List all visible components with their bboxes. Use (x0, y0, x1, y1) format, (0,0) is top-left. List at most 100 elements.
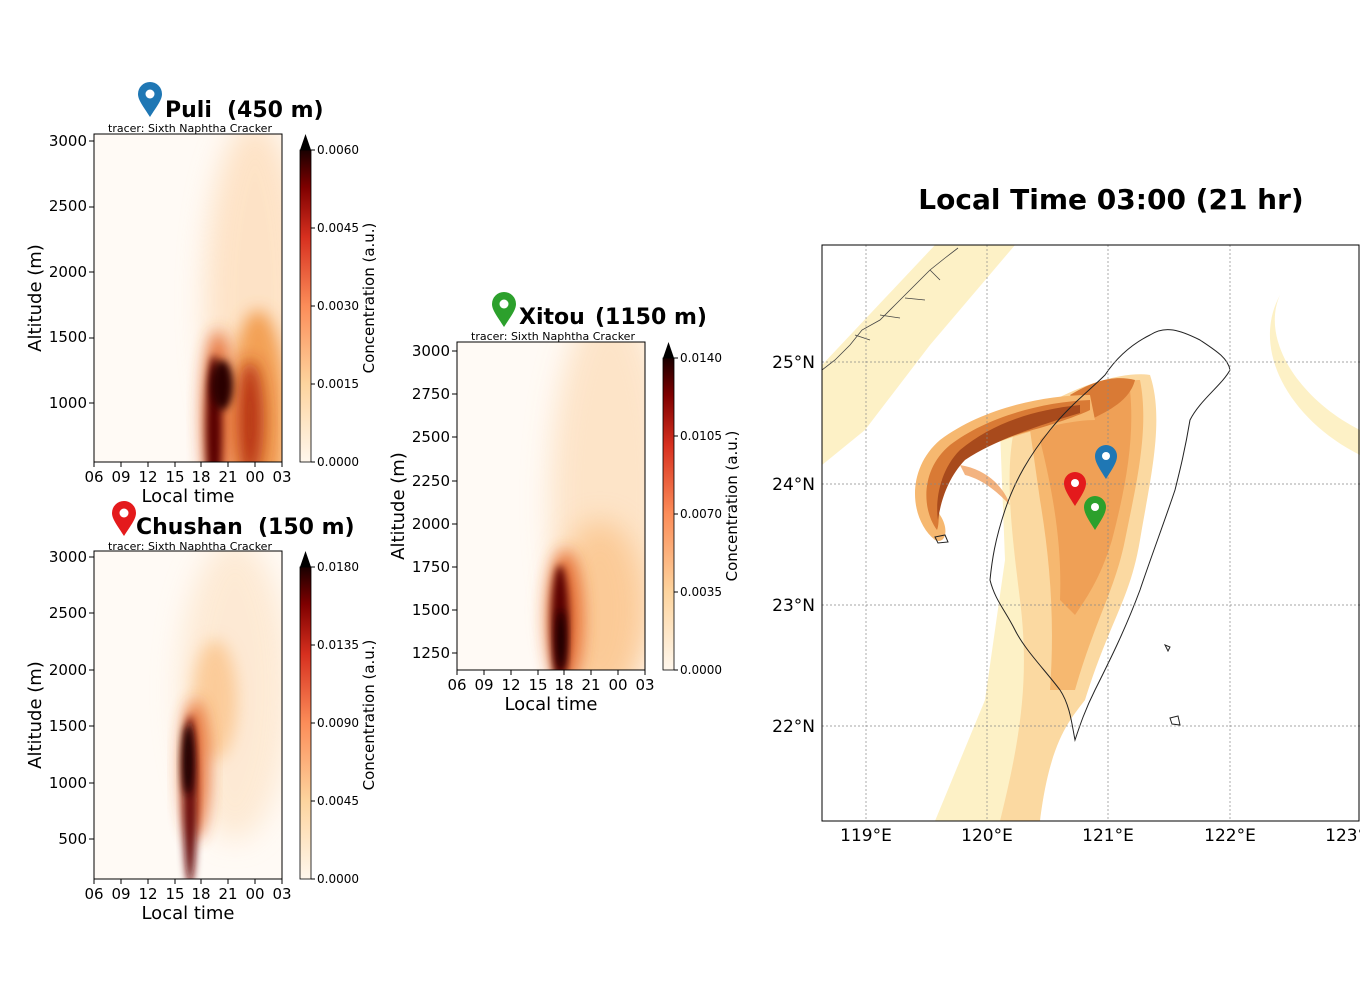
y-tick-label: 3000 (49, 132, 87, 150)
y-tick-label: 2500 (49, 604, 87, 622)
x-tick-label: 00 (245, 468, 264, 486)
colorbar-tick-label: 0.0000 (317, 455, 359, 469)
x-tick-label: 15 (165, 468, 184, 486)
y-tick-label: 1500 (412, 601, 450, 619)
concentration-field (180, 551, 282, 879)
colorbar-label: Concentration (a.u.) (360, 223, 378, 374)
y-ticks (89, 556, 94, 840)
island-outlines (934, 534, 1181, 726)
panel-title-site: Puli (165, 98, 212, 123)
map-panel: Local Time 03:00 (21 hr) (772, 183, 1360, 846)
map-pin-icon (112, 501, 136, 536)
lon-tick-label: 119°E (840, 826, 892, 846)
y-tick-label: 3000 (49, 548, 87, 566)
y-tick-label: 2000 (49, 263, 87, 281)
y-tick-labels: 1000 1500 2000 2500 3000 (49, 132, 87, 412)
colorbar: 0.0000 0.0035 0.0070 0.0105 0.0140 Conce… (662, 342, 741, 677)
y-tick-label: 2500 (49, 197, 87, 215)
colorbar-tick-label: 0.0030 (317, 299, 359, 313)
panel-subtitle: tracer: Sixth Naphtha Cracker (108, 540, 272, 553)
y-tick-labels: 1250 1500 1750 2000 2250 2500 2750 3000 (412, 342, 450, 662)
colorbar-tick-label: 0.0045 (317, 794, 359, 808)
x-tick-labels: 06 09 12 15 18 21 00 03 (447, 676, 654, 694)
panel-title-elevation: (450 m) (227, 98, 324, 123)
plot-frame (456, 341, 646, 671)
x-tick-label: 03 (272, 468, 291, 486)
colorbar-tick-label: 0.0180 (317, 560, 359, 574)
map-frame (821, 244, 1360, 822)
colorbar-tick-label: 0.0000 (680, 663, 722, 677)
x-tick-label: 03 (272, 885, 291, 903)
colorbar-label: Concentration (a.u.) (723, 431, 741, 582)
x-tick-label: 09 (111, 468, 130, 486)
x-tick-label: 15 (528, 676, 547, 694)
colorbar-label: Concentration (a.u.) (360, 640, 378, 791)
x-tick-label: 21 (581, 676, 600, 694)
y-axis-label: Altitude (m) (25, 244, 46, 352)
concentration-field (202, 134, 282, 462)
lat-tick-label: 22°N (772, 717, 815, 737)
map-marker-puli (1095, 445, 1117, 479)
x-tick-label: 03 (635, 676, 654, 694)
y-tick-label: 500 (58, 830, 87, 848)
y-tick-label: 2750 (412, 385, 450, 403)
y-tick-label: 1000 (49, 394, 87, 412)
map-pin-icon (138, 82, 162, 117)
x-tick-label: 18 (191, 468, 210, 486)
y-tick-label: 2250 (412, 472, 450, 490)
map-title: Local Time 03:00 (21 hr) (918, 183, 1303, 216)
x-tick-label: 12 (138, 885, 157, 903)
panel-title-site: Chushan (136, 515, 243, 540)
lat-tick-label: 25°N (772, 353, 815, 373)
y-tick-label: 1500 (49, 717, 87, 735)
coastline (989, 329, 1231, 742)
x-tick-label: 06 (84, 468, 103, 486)
y-axis-label: Altitude (m) (388, 452, 409, 560)
y-axis-label: Altitude (m) (25, 661, 46, 769)
colorbar: 0.0000 0.0015 0.0030 0.0045 0.0060 Conce… (299, 134, 378, 469)
y-tick-label: 2000 (412, 515, 450, 533)
panel-title-elevation: (1150 m) (595, 305, 707, 330)
y-tick-label: 1000 (49, 774, 87, 792)
y-tick-label: 2500 (412, 428, 450, 446)
x-ticks (456, 670, 646, 675)
concentration-field (547, 342, 645, 670)
x-tick-label: 09 (111, 885, 130, 903)
colorbar-tick-label: 0.0105 (680, 429, 722, 443)
panel-subtitle: tracer: Sixth Naphtha Cracker (108, 122, 272, 135)
x-ticks (93, 879, 283, 884)
y-tick-label: 1250 (412, 644, 450, 662)
x-tick-label: 06 (447, 676, 466, 694)
panel-xitou: Xitou (1150 m) tracer: Sixth Naphtha Cra… (388, 292, 741, 715)
x-tick-label: 12 (501, 676, 520, 694)
plot-frame (93, 133, 283, 463)
x-tick-label: 15 (165, 885, 184, 903)
plot-frame (93, 550, 283, 880)
lon-tick-label: 120°E (961, 826, 1013, 846)
colorbar-tick-label: 0.0000 (317, 872, 359, 886)
x-tick-label: 06 (84, 885, 103, 903)
colorbar-tick-label: 0.0135 (317, 638, 359, 652)
colorbar: 0.0000 0.0045 0.0090 0.0135 0.0180 Conce… (299, 551, 378, 886)
y-tick-label: 3000 (412, 342, 450, 360)
x-tick-label: 18 (554, 676, 573, 694)
colorbar-tick-label: 0.0070 (680, 507, 722, 521)
panel-chushan: Chushan (150 m) tracer: Sixth Naphtha Cr… (25, 501, 378, 924)
x-tick-label: 00 (608, 676, 627, 694)
lat-tick-label: 23°N (772, 596, 815, 616)
x-axis-label: Local time (141, 903, 234, 924)
colorbar-tick-label: 0.0060 (317, 143, 359, 157)
y-ticks (452, 350, 457, 654)
map-marker-chushan (1064, 472, 1086, 506)
x-axis-label: Local time (504, 694, 597, 715)
panel-title-elevation: (150 m) (258, 515, 355, 540)
x-tick-label: 00 (245, 885, 264, 903)
x-tick-label: 12 (138, 468, 157, 486)
panel-subtitle: tracer: Sixth Naphtha Cracker (471, 330, 635, 343)
mainland-coast (821, 247, 959, 371)
x-tick-labels: 06 09 12 15 18 21 00 03 (84, 468, 291, 486)
lat-tick-label: 24°N (772, 475, 815, 495)
y-ticks (89, 140, 94, 404)
map-gridlines (822, 245, 1360, 821)
